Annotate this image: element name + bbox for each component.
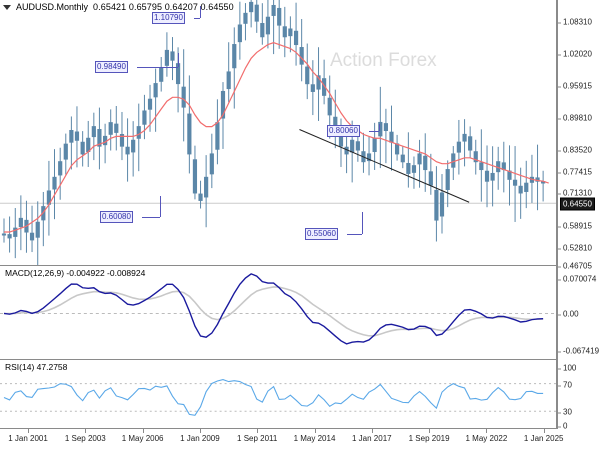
price-tick: 0.95915 — [558, 81, 592, 91]
watermark: Action Forex — [330, 50, 437, 71]
price-label-098490[interactable]: 0.98490 — [95, 61, 128, 73]
symbol-label: AUDUSD.Monthly — [16, 2, 89, 12]
leader-line — [379, 124, 380, 131]
macd-plot — [0, 273, 556, 345]
price-label-055060[interactable]: 0.55060 — [305, 228, 338, 240]
rsi-tick: 70 — [558, 380, 572, 390]
macd-tick: 0.00 — [558, 309, 579, 319]
rsi-tick: 0 — [557, 421, 568, 431]
time-tick — [429, 429, 431, 433]
leader-line — [200, 6, 201, 18]
time-label: 1 Jan 2025 — [523, 434, 564, 443]
time-label: 1 Sep 2003 — [64, 434, 106, 443]
price-label-080060[interactable]: 0.80060 — [327, 125, 360, 137]
time-label: 1 May 2006 — [121, 434, 164, 443]
leader-line — [194, 18, 200, 19]
time-tick — [486, 429, 488, 433]
macd-tick: -0.067419 — [557, 346, 600, 356]
chevron-down-icon[interactable] — [3, 4, 11, 10]
time-tick — [85, 429, 87, 433]
leader-line — [137, 67, 178, 68]
time-axis[interactable]: 1 Jan 2001 1 Sep 2003 1 May 2006 1 Jan 2009… — [0, 429, 600, 450]
macd-label: MACD(12,26,9) -0.004922 -0.008924 — [4, 268, 147, 278]
price-tick: 0.52810 — [558, 243, 592, 253]
leader-line — [362, 212, 363, 234]
current-price-tick: 0.64550 — [560, 197, 595, 211]
time-label: 1 Jan 2009 — [180, 434, 220, 443]
price-label-060080[interactable]: 0.60080 — [100, 211, 133, 223]
rsi-label: RSI(14) 47.2758 — [4, 362, 69, 372]
price-tick: 0.89810 — [558, 113, 592, 123]
rsi-plot — [0, 379, 556, 416]
price-tick: 0.58915 — [558, 221, 592, 231]
trendline — [299, 129, 470, 203]
leader-line — [178, 53, 179, 67]
ohlc-values: 0.65421 0.65795 0.64207 0.64550 — [93, 2, 234, 12]
time-tick — [257, 429, 259, 433]
macd-tick: 0.070074 — [557, 274, 597, 284]
leader-line — [142, 217, 160, 218]
price-plot — [0, 0, 556, 265]
time-label: 1 Sep 2011 — [237, 434, 278, 443]
time-label: 1 Sep 2019 — [408, 434, 450, 443]
price-tick: 0.83520 — [558, 145, 592, 155]
rsi-tick: 100 — [557, 363, 577, 373]
time-label: 1 May 2022 — [465, 434, 508, 443]
chart-header: AUDUSD.Monthly 0.65421 0.65795 0.64207 0… — [0, 0, 600, 14]
time-label: 1 Jan 2001 — [8, 434, 48, 443]
price-tick: 1.08310 — [558, 17, 592, 27]
rsi-pane[interactable]: RSI(14) 47.2758 — [0, 360, 557, 429]
price-tick: 0.77415 — [558, 167, 592, 177]
leader-line — [160, 196, 161, 217]
leader-line — [369, 131, 379, 132]
macd-pane[interactable]: MACD(12,26,9) -0.004922 -0.008924 — [0, 266, 557, 360]
time-tick — [28, 429, 29, 433]
rsi-tick: 30 — [558, 407, 572, 417]
time-tick — [199, 429, 201, 433]
time-label: 1 Jan 2017 — [352, 434, 392, 443]
price-tick: 0.71310 — [558, 188, 592, 198]
price-tick: 0.46705 — [558, 261, 592, 271]
time-label: 1 May 2014 — [293, 434, 336, 443]
price-pane[interactable]: Action Forex — [0, 0, 557, 266]
time-tick — [142, 429, 144, 433]
time-tick — [543, 429, 545, 433]
price-tick: 1.02020 — [558, 49, 592, 59]
price-axis[interactable]: 1.08310 1.02020 0.95915 0.89810 0.83520 0.774… — [557, 0, 600, 431]
time-tick — [314, 429, 316, 433]
time-tick — [371, 429, 373, 433]
leader-line — [347, 234, 362, 235]
price-label-110790[interactable]: 1.10790 — [152, 12, 185, 24]
